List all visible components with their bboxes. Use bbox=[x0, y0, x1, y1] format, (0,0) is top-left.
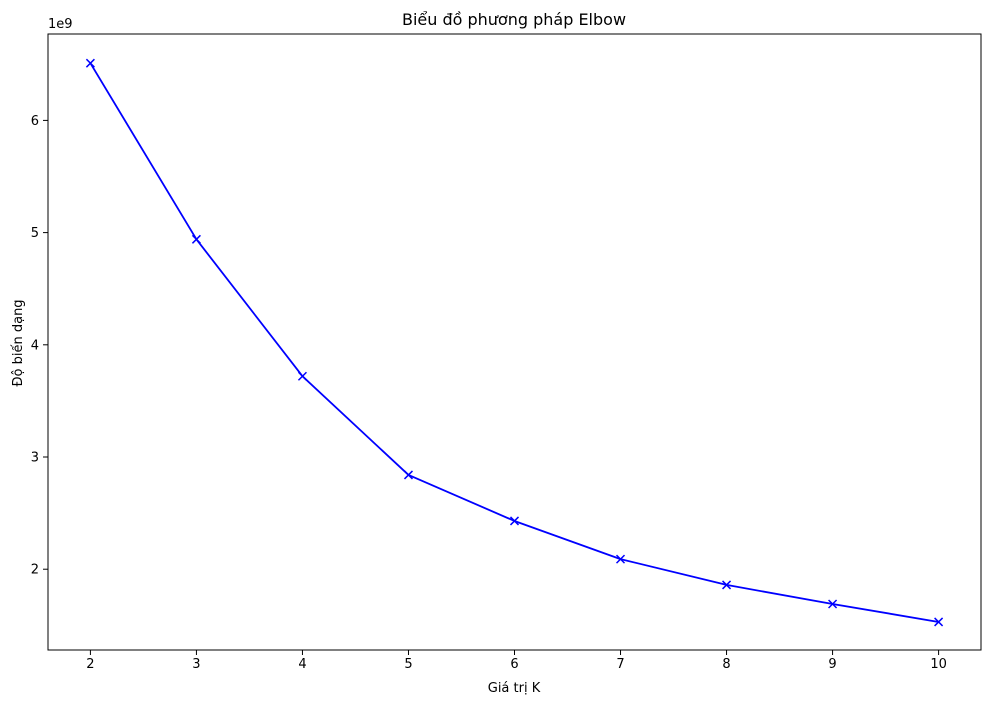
x-tick-label: 8 bbox=[722, 657, 730, 672]
x-tick-label: 9 bbox=[828, 657, 836, 672]
data-point-marker bbox=[615, 554, 626, 564]
chart-title: Biểu đồ phương pháp Elbow bbox=[402, 10, 626, 29]
data-point-marker bbox=[191, 234, 201, 244]
y-tick-label: 5 bbox=[31, 226, 39, 241]
x-tick-label: 4 bbox=[298, 657, 306, 672]
y-axis-label: Độ biến dạng bbox=[11, 299, 26, 386]
data-point-marker bbox=[403, 470, 414, 480]
data-point-marker bbox=[85, 58, 95, 68]
y-axis-offset-label: 1e9 bbox=[48, 17, 73, 32]
x-axis-label: Giá trị K bbox=[488, 681, 541, 696]
axis-ticks: 2 3 4 5 6 7 8 9 10 2 3 4 5 6 bbox=[31, 114, 947, 672]
x-tick-label: 10 bbox=[930, 657, 947, 672]
y-tick-label: 4 bbox=[31, 338, 39, 353]
series-layer bbox=[85, 58, 944, 627]
plot-frame bbox=[47, 33, 982, 651]
y-tick-label: 3 bbox=[31, 451, 39, 466]
x-tick-label: 3 bbox=[192, 657, 200, 672]
x-tick-label: 7 bbox=[616, 657, 624, 672]
y-tick-label: 2 bbox=[31, 563, 39, 578]
x-tick-label: 6 bbox=[510, 657, 518, 672]
series-line bbox=[89, 62, 939, 623]
x-tick-label: 5 bbox=[404, 657, 412, 672]
data-point-marker bbox=[722, 580, 732, 590]
data-point-marker bbox=[828, 599, 838, 609]
y-tick-label: 6 bbox=[31, 114, 39, 129]
data-point-marker bbox=[509, 516, 520, 526]
data-point-marker bbox=[297, 371, 307, 381]
x-tick-label: 2 bbox=[86, 657, 94, 672]
data-point-marker bbox=[934, 617, 944, 627]
